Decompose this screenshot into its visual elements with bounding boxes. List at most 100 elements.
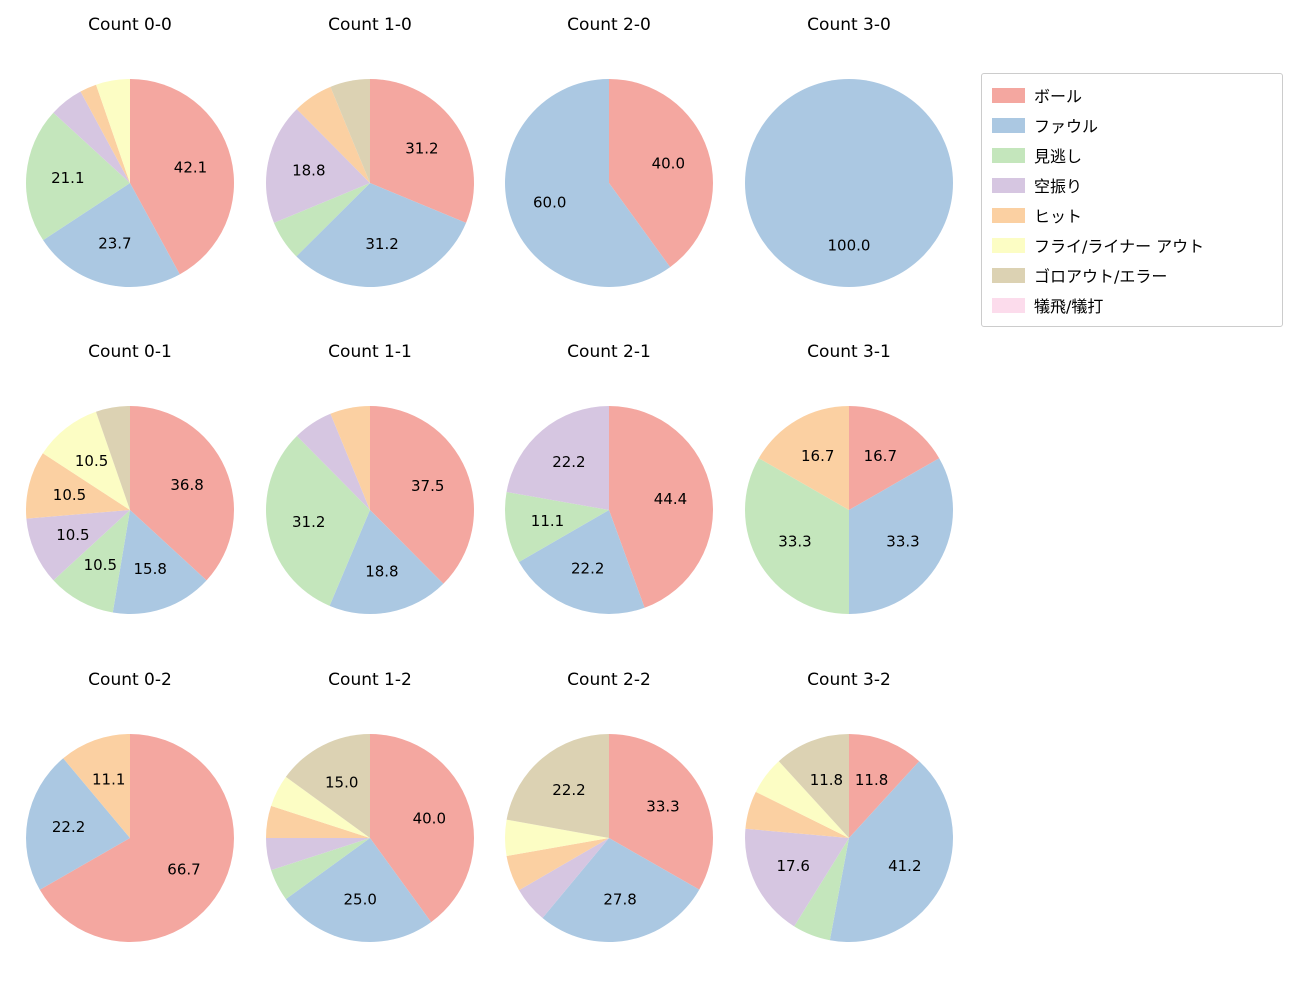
pie-slice-ball [39,734,234,942]
legend-label-groundout-error: ゴロアウト/エラー [1034,267,1168,286]
pie-slice-ball [609,79,714,268]
legend-label-fly-liner-out: フライ/ライナー アウト [1034,237,1205,256]
legend-label-hit: ヒット [1034,207,1083,226]
pie-count-3-1: 16.7 33.3 33.3 16.7 [744,406,954,614]
pie-slice-ball [609,406,714,608]
pie-slice-hit [80,84,130,183]
slice-percent-label: 33.3 [646,798,679,816]
legend-item-called-strike: 見逃し [992,143,1272,167]
slice-percent-label: 10.5 [56,526,89,544]
chart-title-count-3-1: Count 3-1 [807,342,891,362]
pie-chart-count-1-0: Count 1-0 31.2 31.2 18.8 [250,15,490,307]
slice-percent-label: 40.0 [652,155,685,173]
pie-count-3-0: 100.0 [745,79,953,287]
pie-slice-ball [370,734,475,923]
pie-count-2-1: 44.4 22.2 11.1 22.2 [504,406,714,615]
slice-percent-label: 33.3 [778,532,811,550]
pie-slice-swinging-strike [296,413,370,510]
pie-slice-swinging-strike [53,91,130,183]
pie-slice-swinging-strike [266,109,370,223]
slice-percent-label: 36.8 [170,476,203,494]
chart-title-count-2-1: Count 2-1 [567,342,651,362]
chart-title-count-1-1: Count 1-1 [328,342,412,362]
legend: ボール ファウル 見逃し 空振り ヒット フライ/ライナー アウト ゴロアウト/… [981,73,1283,327]
legend-item-sac-fly-bunt: 犠飛/犠打 [992,293,1272,317]
slice-percent-label: 10.5 [75,452,108,470]
slice-percent-label: 11.1 [92,770,125,788]
chart-title-count-3-0: Count 3-0 [807,15,891,35]
pie-slice-hit [266,805,370,838]
pie-slice-called-strike [266,436,370,606]
legend-swatch-called-strike [992,147,1025,163]
pie-slice-ball [370,406,475,584]
pie-slice-ball [609,734,713,890]
pie-slice-hit [506,838,609,891]
legend-item-ball: ボール [992,83,1272,107]
pie-count-2-2: 33.3 27.8 22.2 [504,734,713,942]
pie-slice-ball [130,79,235,275]
legend-label-swinging-strike: 空振り [1034,177,1083,196]
slice-percent-label: 16.7 [864,447,897,465]
slice-percent-label: 15.8 [133,560,166,578]
pie-chart-count-1-2: Count 1-2 40.0 25.0 15.0 [250,670,490,962]
chart-title-count-1-2: Count 1-2 [328,670,412,690]
pie-slice-foul [518,510,645,615]
pie-slice-fly-liner-out [755,761,849,838]
pie-slice-foul [505,79,671,287]
legend-item-fly-liner-out: フライ/ライナー アウト [992,233,1272,257]
slice-percent-label: 27.8 [603,890,636,908]
pie-chart-count-3-0: Count 3-0 100.0 [729,15,969,307]
slice-percent-label: 31.2 [405,139,438,157]
legend-swatch-swinging-strike [992,177,1025,193]
pie-chart-count-2-1: Count 2-1 44.4 22.2 11.1 22.2 [489,342,729,634]
legend-label-foul: ファウル [1034,117,1099,136]
slice-percent-label: 42.1 [174,159,207,177]
pie-count-0-0: 42.1 23.7 21.1 [26,79,235,288]
pie-slice-foul [329,510,444,615]
slice-percent-label: 41.2 [888,857,921,875]
slice-percent-label: 37.5 [411,477,444,495]
pie-chart-count-3-1: Count 3-1 16.7 33.3 33.3 16.7 [729,342,969,634]
pie-slice-foul [112,510,207,615]
pie-slice-called-strike [273,183,370,257]
slice-percent-label: 22.2 [552,781,585,799]
pie-chart-count-0-1: Count 0-1 36.8 15.8 10.5 10.5 10.5 10.5 [10,342,250,634]
slice-percent-label: 11.8 [810,771,843,789]
pie-slice-ball [130,406,234,581]
pie-slice-foul [296,183,467,287]
pie-slice-fly-liner-out [504,819,609,857]
pie-slice-called-strike [794,838,849,941]
pie-slice-foul [542,838,700,942]
pie-count-0-2: 66.7 22.2 11.1 [25,734,234,942]
legend-item-groundout-error: ゴロアウト/エラー [992,263,1272,287]
legend-swatch-ball [992,87,1025,103]
pie-count-1-1: 37.5 18.8 31.2 [266,406,475,615]
slice-percent-label: 17.6 [776,857,809,875]
pie-slice-groundout-error [95,406,130,510]
pie-slice-hit [296,86,370,183]
pie-count-3-2: 11.8 41.2 17.6 11.8 [745,734,953,942]
pie-count-2-0: 40.0 60.0 [505,79,714,287]
slice-percent-label: 18.8 [365,562,398,580]
pie-slice-fly-liner-out [96,79,130,183]
slice-percent-label: 10.5 [84,556,117,574]
legend-swatch-sac-fly-bunt [992,297,1025,313]
pie-slice-groundout-error [330,79,370,183]
pie-slice-hit [63,734,130,838]
legend-item-swinging-strike: 空振り [992,173,1272,197]
slice-percent-label: 31.2 [292,513,325,531]
pie-slice-called-strike [271,838,370,900]
pie-slice-hit [745,791,849,838]
chart-title-count-2-0: Count 2-0 [567,15,651,35]
pie-chart-count-2-0: Count 2-0 40.0 60.0 [489,15,729,307]
legend-item-hit: ヒット [992,203,1272,227]
legend-label-called-strike: 見逃し [1034,147,1083,166]
pie-slice-fly-liner-out [42,411,131,510]
pie-count-1-0: 31.2 31.2 18.8 [266,79,474,287]
slice-percent-label: 23.7 [98,235,131,253]
legend-item-foul: ファウル [992,113,1272,137]
chart-title-count-2-2: Count 2-2 [567,670,651,690]
pie-slice-called-strike [744,458,849,614]
pie-chart-count-1-1: Count 1-1 37.5 18.8 31.2 [250,342,490,634]
